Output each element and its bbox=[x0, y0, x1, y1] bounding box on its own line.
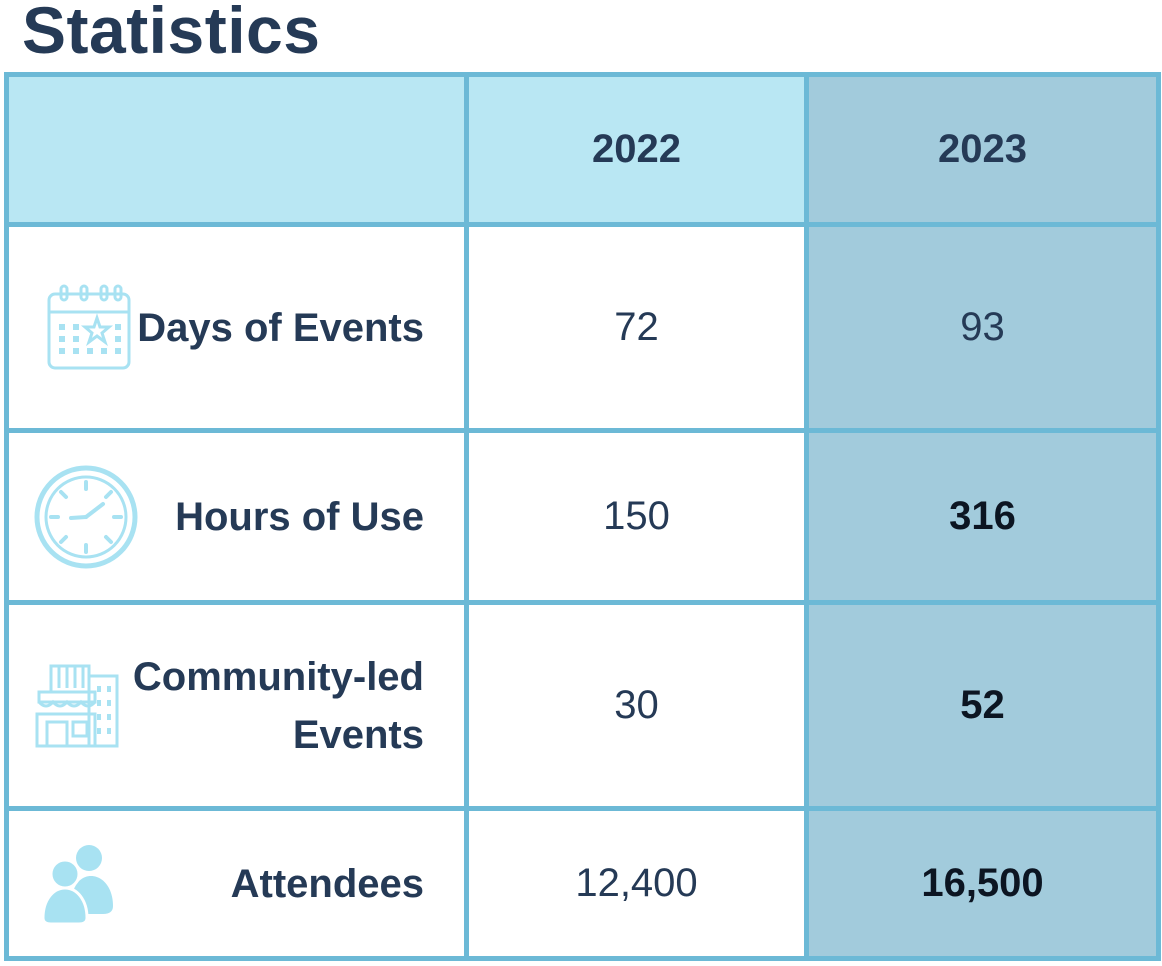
value-2023: 316 bbox=[804, 428, 1161, 605]
value-2023: 16,500 bbox=[804, 806, 1161, 961]
clock-icon bbox=[34, 465, 138, 568]
calendar-icon bbox=[47, 284, 131, 369]
table-row: Community-led Events 30 52 bbox=[4, 600, 1161, 811]
header-empty-cell bbox=[4, 72, 469, 227]
value-2023: 52 bbox=[804, 600, 1161, 811]
row-label: Days of Events bbox=[137, 305, 424, 350]
value-2022: 150 bbox=[464, 428, 809, 605]
table-row: Days of Events 72 93 bbox=[4, 222, 1161, 433]
value-2022: 72 bbox=[464, 222, 809, 433]
value-2022: 12,400 bbox=[464, 806, 809, 961]
header-2023: 2023 bbox=[804, 72, 1161, 227]
people-icon bbox=[41, 844, 113, 924]
row-label-cell: Attendees bbox=[4, 806, 469, 961]
row-label: Attendees bbox=[230, 861, 424, 906]
statistics-table: 2022 2023 bbox=[4, 72, 1161, 961]
row-label: Community-led Events bbox=[132, 654, 424, 757]
row-label-cell: Days of Events bbox=[4, 222, 469, 433]
table-row: Attendees 12,400 16,500 bbox=[4, 806, 1161, 961]
table-row: Hours of Use 150 316 bbox=[4, 428, 1161, 605]
value-2023: 93 bbox=[804, 222, 1161, 433]
row-label: Hours of Use bbox=[175, 494, 424, 539]
building-icon bbox=[35, 664, 119, 747]
page-title: Statistics bbox=[22, 0, 321, 67]
value-2022: 30 bbox=[464, 600, 809, 811]
row-label-cell: Hours of Use bbox=[4, 428, 469, 605]
row-label-cell: Community-led Events bbox=[4, 600, 469, 811]
table-header-row: 2022 2023 bbox=[4, 72, 1161, 227]
header-2022: 2022 bbox=[464, 72, 809, 227]
